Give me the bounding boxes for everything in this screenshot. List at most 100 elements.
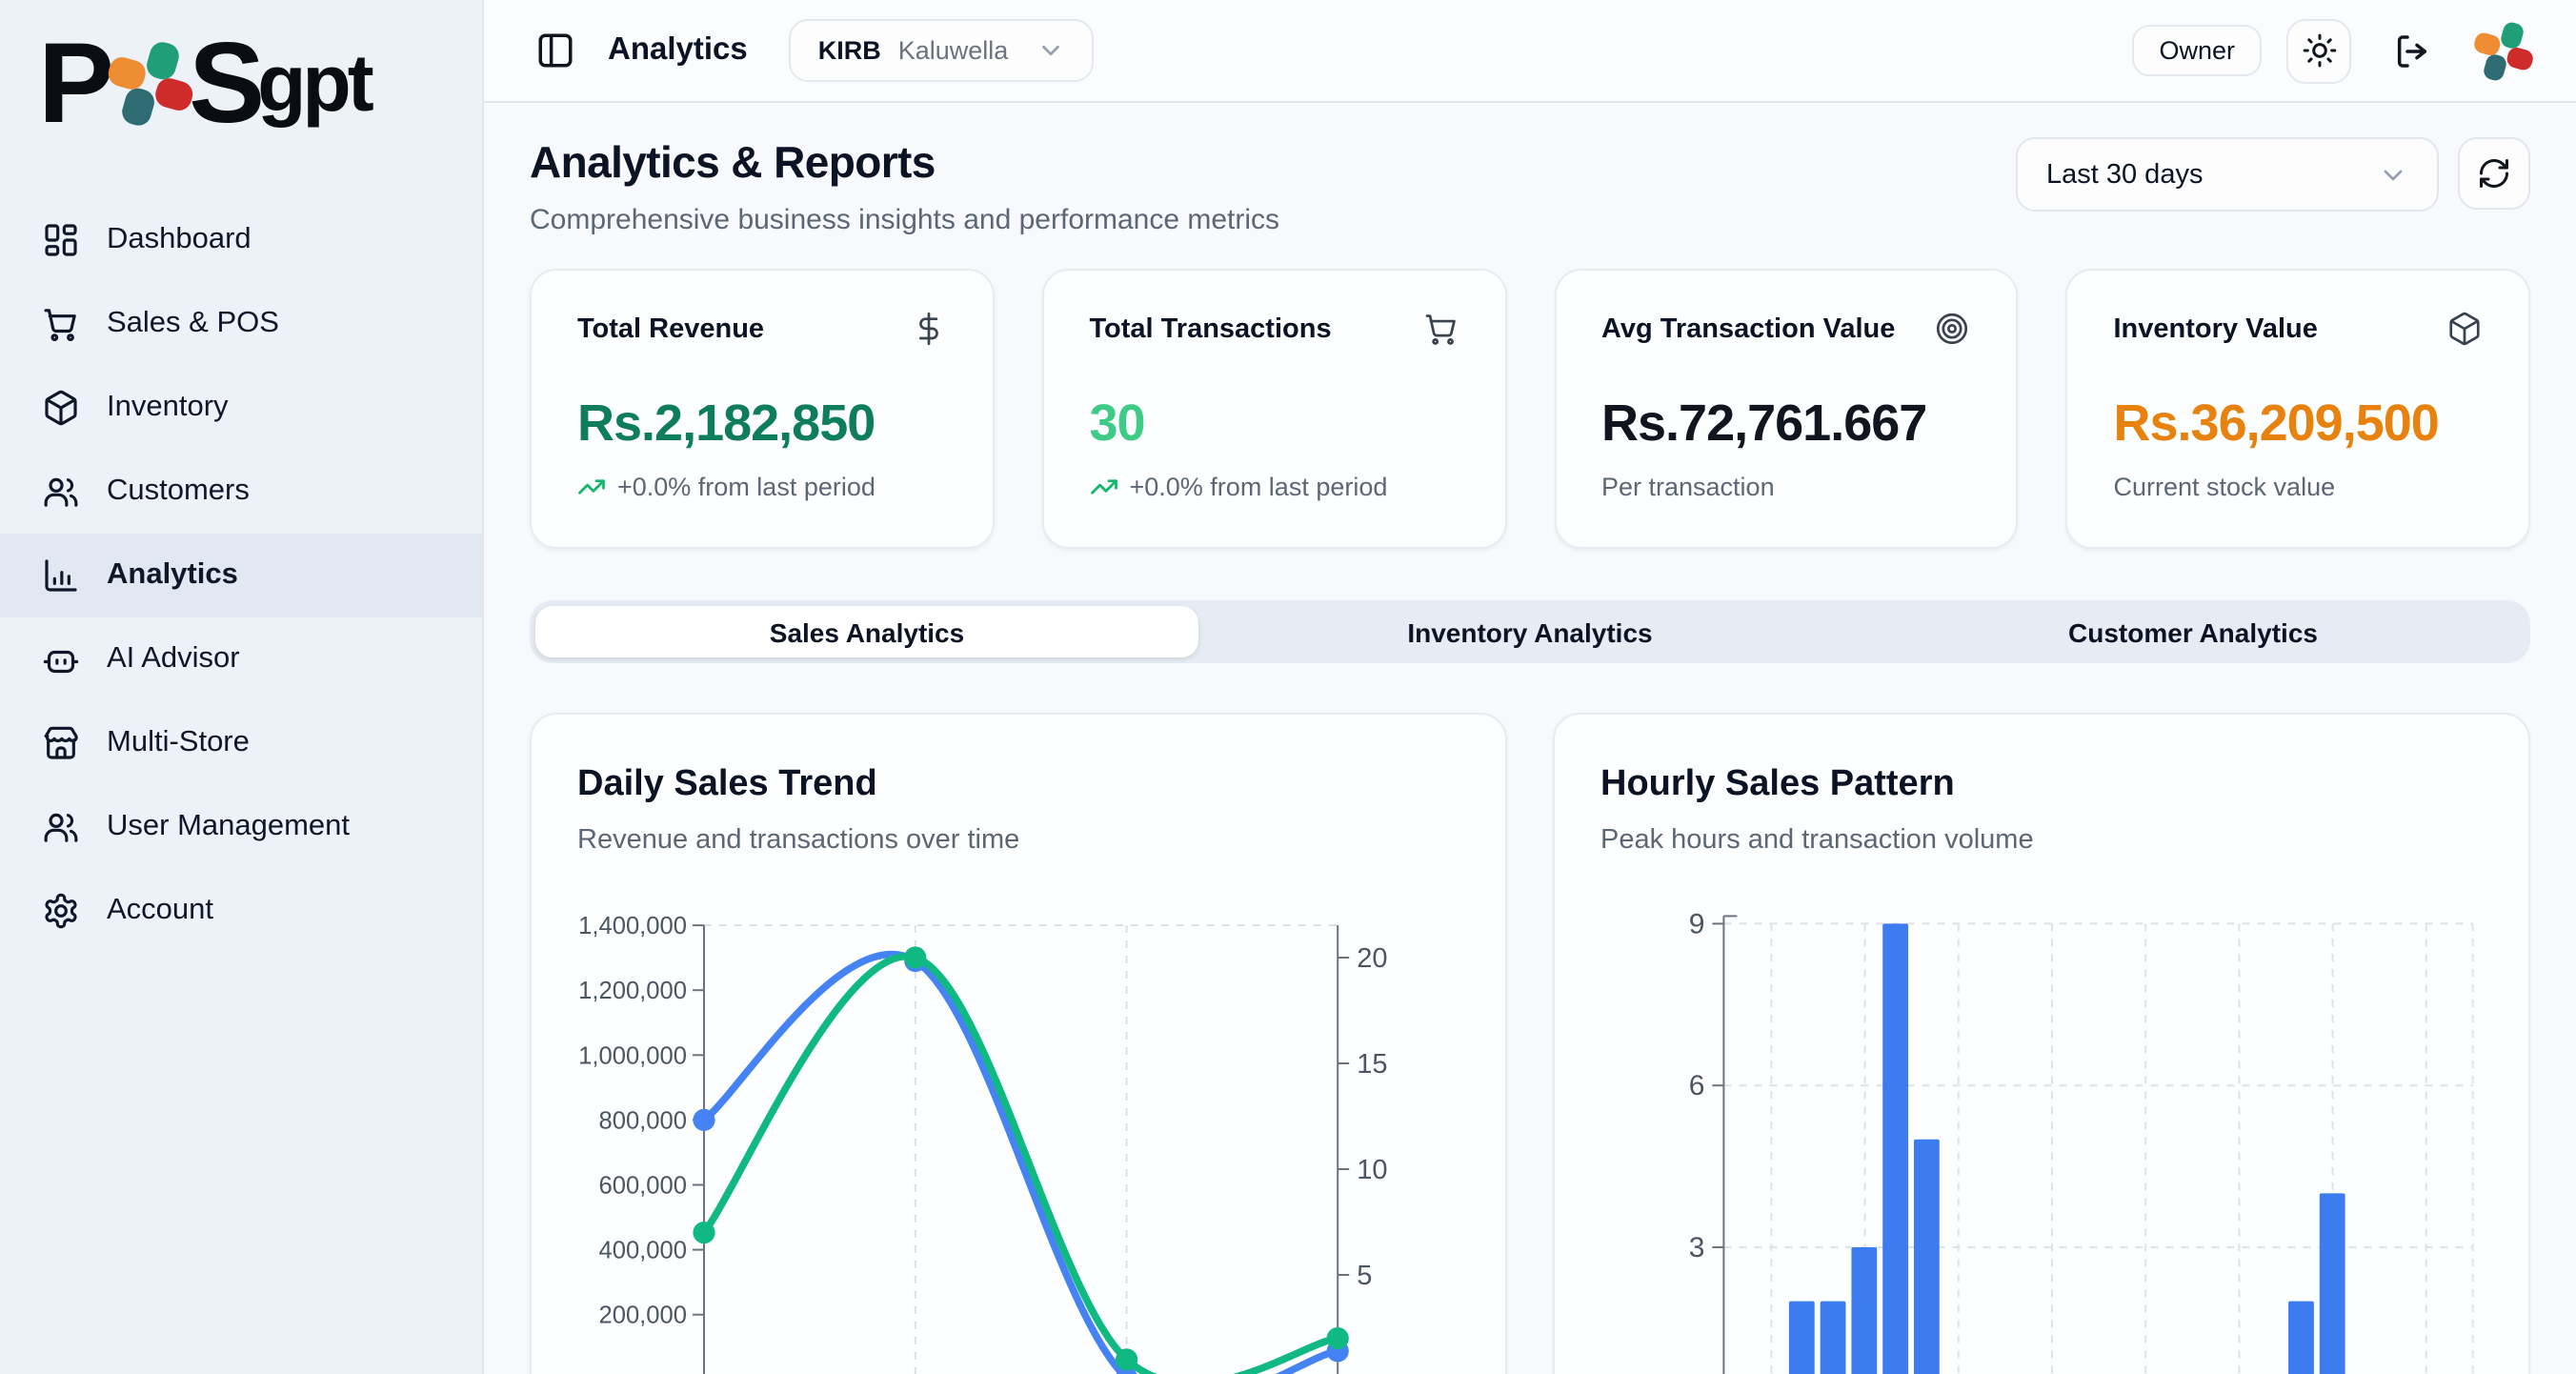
logo-suffix: gpt <box>257 44 371 124</box>
main-area: Analytics KIRB Kaluwella Owner <box>484 0 2576 1374</box>
sidebar-item-inventory[interactable]: Inventory <box>0 366 482 450</box>
sidebar-item-sales-pos[interactable]: Sales & POS <box>0 282 482 366</box>
panel-left-icon <box>534 30 574 71</box>
tab-label: Customer Analytics <box>2068 616 2318 647</box>
trending-up-icon <box>577 473 606 501</box>
svg-text:1,400,000: 1,400,000 <box>578 913 687 940</box>
users-icon <box>42 473 80 511</box>
package-icon <box>2446 311 2483 347</box>
date-range-select[interactable]: Last 30 days <box>2016 137 2439 212</box>
svg-text:200,000: 200,000 <box>598 1303 687 1329</box>
stat-title: Total Transactions <box>1090 313 1332 344</box>
stat-card-total-revenue: Total Revenue Rs.2,182,850 +0.0% from la… <box>530 269 995 549</box>
page-header: Analytics & Reports Comprehensive busine… <box>530 137 2530 236</box>
sidebar-item-label: Sales & POS <box>107 307 279 341</box>
page-breadcrumb-title: Analytics <box>608 32 748 69</box>
stat-value: Rs.36,209,500 <box>2114 394 2484 454</box>
svg-text:10: 10 <box>1357 1155 1387 1185</box>
stat-title: Avg Transaction Value <box>1601 313 1895 344</box>
app-window: P S gpt Dashboard Sales & POS <box>0 0 2576 1374</box>
gear-icon <box>42 892 80 930</box>
sidebar-item-label: Customers <box>107 475 250 509</box>
cart-icon <box>1422 311 1459 347</box>
stat-title: Inventory Value <box>2114 313 2318 344</box>
hourly-sales-bar-chart: 369 <box>1555 715 2530 1374</box>
page-subtitle: Comprehensive business insights and perf… <box>530 204 1279 236</box>
logo-letter-p: P <box>38 27 109 141</box>
analytics-tabs: Sales Analytics Inventory Analytics Cust… <box>530 600 2530 663</box>
target-icon <box>1935 311 1971 347</box>
logout-button[interactable] <box>2384 22 2441 79</box>
stat-value: Rs.72,761.667 <box>1601 394 1971 454</box>
stat-value: 30 <box>1090 394 1459 454</box>
stat-card-total-transactions: Total Transactions 30 +0.0% from last pe… <box>1042 269 1507 549</box>
sidebar-item-ai-advisor[interactable]: AI Advisor <box>0 617 482 701</box>
sidebar-toggle-button[interactable] <box>526 22 583 79</box>
svg-text:20: 20 <box>1357 943 1387 974</box>
chevron-down-icon <box>2378 159 2408 190</box>
tab-customer-analytics[interactable]: Customer Analytics <box>1862 606 2525 657</box>
stat-title: Total Revenue <box>577 313 764 344</box>
store-code: KIRB <box>818 36 881 65</box>
hourly-sales-pattern-card: Hourly Sales Pattern Peak hours and tran… <box>1553 713 2530 1374</box>
svg-text:15: 15 <box>1357 1049 1387 1080</box>
tab-inventory-analytics[interactable]: Inventory Analytics <box>1198 606 1862 657</box>
sidebar-item-multi-store[interactable]: Multi-Store <box>0 701 482 785</box>
stat-subtext: Current stock value <box>2114 473 2336 501</box>
sidebar-item-label: AI Advisor <box>107 642 240 677</box>
daily-sales-line-chart: 200,000400,000600,000800,0001,000,0001,2… <box>532 715 1507 1374</box>
stat-subtext: Per transaction <box>1601 473 1775 501</box>
users-icon <box>42 808 80 846</box>
trending-up-icon <box>1090 473 1118 501</box>
sidebar-item-label: Analytics <box>107 558 238 593</box>
date-range-value: Last 30 days <box>2046 159 2203 190</box>
page-title: Analytics & Reports <box>530 137 1279 189</box>
top-header: Analytics KIRB Kaluwella Owner <box>484 0 2576 103</box>
sidebar-item-customers[interactable]: Customers <box>0 450 482 534</box>
stat-subtext: +0.0% from last period <box>617 473 875 501</box>
svg-text:1,000,000: 1,000,000 <box>578 1042 687 1069</box>
svg-text:3: 3 <box>1689 1232 1705 1263</box>
chart-subtitle: Peak hours and transaction volume <box>1600 825 2483 856</box>
avatar-pinwheel[interactable] <box>2473 18 2534 83</box>
refresh-button[interactable] <box>2458 137 2530 210</box>
sun-icon <box>2301 32 2337 69</box>
svg-text:400,000: 400,000 <box>598 1238 687 1264</box>
stat-card-inventory-value: Inventory Value Rs.36,209,500 Current st… <box>2066 269 2531 549</box>
sidebar: P S gpt Dashboard Sales & POS <box>0 0 484 1374</box>
bar-chart-icon <box>42 556 80 595</box>
logo-pinwheel-icon <box>107 38 194 130</box>
stat-cards-row: Total Revenue Rs.2,182,850 +0.0% from la… <box>530 269 2530 549</box>
bot-icon <box>42 640 80 678</box>
sidebar-nav: Dashboard Sales & POS Inventory Customer… <box>0 198 482 953</box>
charts-row: Daily Sales Trend Revenue and transactio… <box>530 713 2530 1374</box>
chart-title: Daily Sales Trend <box>577 764 1459 806</box>
dollar-icon <box>911 311 947 347</box>
theme-toggle-button[interactable] <box>2286 18 2351 83</box>
tab-sales-analytics[interactable]: Sales Analytics <box>535 606 1198 657</box>
store-name: Kaluwella <box>898 36 1009 65</box>
page-controls: Last 30 days <box>2016 137 2530 212</box>
daily-sales-trend-card: Daily Sales Trend Revenue and transactio… <box>530 713 1507 1374</box>
store-icon <box>42 724 80 762</box>
sidebar-item-dashboard[interactable]: Dashboard <box>0 198 482 282</box>
role-badge: Owner <box>2132 25 2262 76</box>
sidebar-item-label: Account <box>107 894 213 928</box>
sidebar-item-user-management[interactable]: User Management <box>0 785 482 869</box>
svg-text:5: 5 <box>1357 1261 1372 1291</box>
tab-label: Sales Analytics <box>770 616 964 647</box>
sidebar-item-account[interactable]: Account <box>0 869 482 953</box>
cart-icon <box>42 305 80 343</box>
chart-subtitle: Revenue and transactions over time <box>577 825 1459 856</box>
logout-icon <box>2393 31 2431 70</box>
store-selector[interactable]: KIRB Kaluwella <box>790 19 1095 82</box>
svg-text:800,000: 800,000 <box>598 1107 687 1134</box>
sidebar-item-analytics[interactable]: Analytics <box>0 534 482 617</box>
sidebar-item-label: Dashboard <box>107 223 252 257</box>
sidebar-item-label: Inventory <box>107 391 229 425</box>
sidebar-item-label: User Management <box>107 810 350 844</box>
content-area: Analytics & Reports Comprehensive busine… <box>484 103 2576 1374</box>
svg-text:9: 9 <box>1689 908 1705 940</box>
chevron-down-icon <box>1036 36 1065 65</box>
app-logo: P S gpt <box>0 0 482 152</box>
